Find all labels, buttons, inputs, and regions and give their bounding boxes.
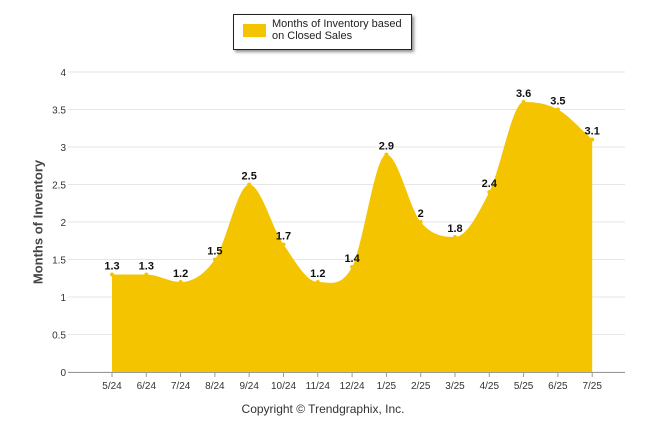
y-axis-label: Months of Inventory (30, 159, 46, 285)
x-tick-label: 3/25 (445, 381, 465, 392)
y-tick-label: 4 (60, 68, 66, 79)
data-point (281, 242, 286, 247)
data-point (247, 182, 252, 187)
data-point (487, 190, 492, 194)
data-label: 3.5 (550, 96, 565, 108)
x-tick-label: 8/24 (205, 381, 225, 392)
x-tick-label: 4/25 (480, 381, 500, 392)
data-label: 2.5 (242, 171, 257, 183)
data-label: 2.9 (379, 141, 394, 153)
data-point (384, 152, 389, 157)
data-point (315, 280, 320, 284)
x-tick-label: 9/24 (239, 381, 259, 392)
data-label: 1.8 (447, 223, 462, 235)
y-tick-label: 3.5 (52, 106, 66, 117)
series-area (112, 102, 593, 372)
data-point (453, 235, 457, 239)
data-label: 1.3 (104, 261, 119, 273)
x-tick-label: 5/24 (102, 381, 122, 392)
x-tick-label: 2/25 (411, 381, 431, 392)
x-tick-label: 12/24 (340, 381, 365, 392)
y-tick-label: 2.5 (52, 181, 66, 192)
x-tick-label: 6/25 (548, 381, 568, 392)
data-point (350, 265, 355, 269)
data-point (555, 107, 560, 112)
x-tick-label: 1/25 (377, 381, 397, 392)
data-label: 1.2 (310, 268, 325, 280)
data-point (110, 272, 114, 277)
data-point (418, 220, 423, 224)
data-label: 1.5 (207, 246, 222, 258)
data-label: 3.1 (585, 126, 600, 138)
x-tick-label: 10/24 (271, 381, 296, 392)
data-label: 1.2 (173, 268, 188, 280)
legend: Months of Inventory based on Closed Sale… (233, 14, 412, 50)
data-label: 1.7 (276, 231, 291, 243)
y-tick-label: 1 (60, 293, 66, 304)
copyright-credit: Copyright © Trendgraphix, Inc. (241, 402, 405, 416)
data-label: 2.4 (482, 178, 498, 190)
data-label: 2 (418, 208, 424, 220)
data-point (521, 100, 526, 104)
legend-label: Months of Inventory based on Closed Sale… (272, 18, 402, 42)
data-label: 1.3 (139, 261, 154, 273)
legend-swatch (243, 24, 266, 37)
y-tick-label: 0.5 (52, 331, 66, 342)
data-label: 1.4 (344, 253, 360, 265)
x-tick-label: 5/25 (514, 381, 534, 392)
y-tick-label: 1.5 (52, 256, 66, 267)
x-tick-label: 7/25 (582, 381, 602, 392)
x-tick-label: 7/24 (171, 381, 191, 392)
data-point (144, 272, 149, 277)
y-tick-label: 2 (60, 218, 66, 229)
data-label: 3.6 (516, 88, 531, 100)
y-tick-label: 3 (60, 143, 66, 154)
x-tick-label: 11/24 (306, 381, 331, 392)
data-point (178, 280, 183, 284)
data-point (590, 137, 595, 142)
y-tick-label: 0 (60, 368, 66, 379)
x-tick-label: 6/24 (137, 381, 157, 392)
data-point (212, 257, 217, 262)
